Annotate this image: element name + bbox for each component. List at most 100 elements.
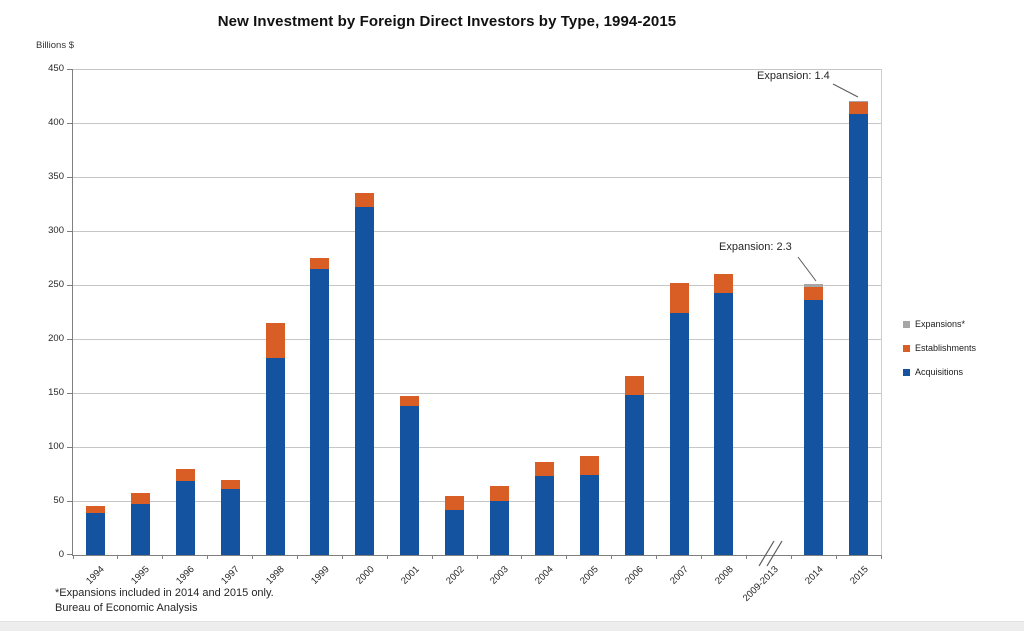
legend-label: Acquisitions bbox=[915, 367, 964, 377]
y-tick-label-350: 350 bbox=[48, 171, 64, 182]
gridline-250 bbox=[73, 285, 881, 286]
bar-2015-acquisitions bbox=[849, 114, 869, 555]
y-tickmark-350 bbox=[67, 177, 73, 178]
bar-2002-establishments bbox=[445, 496, 465, 511]
y-tick-label-250: 250 bbox=[48, 279, 64, 290]
x-tick-label-2015: 2015 bbox=[847, 564, 871, 587]
gridline-200 bbox=[73, 339, 881, 340]
bar-2014-acquisitions bbox=[804, 299, 824, 555]
x-tick-label-2000: 2000 bbox=[353, 564, 377, 587]
bar-2007-establishments bbox=[669, 282, 689, 314]
footnote-source: Bureau of Economic Analysis bbox=[55, 602, 198, 614]
bar-1997-acquisitions bbox=[220, 489, 240, 555]
y-tick-label-50: 50 bbox=[53, 495, 64, 506]
x-tick-label-2014: 2014 bbox=[802, 564, 826, 587]
bar-2004-establishments bbox=[534, 461, 554, 476]
y-tick-label-400: 400 bbox=[48, 117, 64, 128]
bar-1996-acquisitions bbox=[175, 480, 195, 555]
x-tick-label-2008: 2008 bbox=[712, 564, 736, 587]
bar-1997-establishments bbox=[220, 479, 240, 490]
bar-1999-establishments bbox=[310, 258, 330, 269]
gridline-350 bbox=[73, 177, 881, 178]
x-tickmark-5 bbox=[296, 555, 298, 559]
gridline-400 bbox=[73, 123, 881, 124]
legend-label: Expansions* bbox=[915, 319, 966, 329]
bar-2003-acquisitions bbox=[489, 501, 509, 555]
bar-2003-establishments bbox=[489, 486, 509, 501]
y-tickmark-200 bbox=[67, 339, 73, 340]
x-tick-label-1998: 1998 bbox=[264, 564, 287, 587]
bar-2015-establishments bbox=[849, 102, 869, 115]
bar-1995-acquisitions bbox=[130, 503, 150, 555]
bar-2014-establishments bbox=[804, 286, 824, 300]
gridline-300 bbox=[73, 231, 881, 232]
annotation-expansion-2014: Expansion: 2.3 bbox=[719, 241, 792, 253]
x-tick-label-2005: 2005 bbox=[578, 564, 601, 587]
bar-2008-establishments bbox=[714, 273, 734, 294]
gridline-50 bbox=[73, 501, 881, 502]
bar-1995-establishments bbox=[130, 493, 150, 504]
footnote-expansions: *Expansions included in 2014 and 2015 on… bbox=[55, 587, 274, 599]
bar-1999-acquisitions bbox=[310, 268, 330, 555]
bar-1996-establishments bbox=[175, 468, 195, 481]
x-tick-label-2006: 2006 bbox=[623, 564, 646, 587]
gridline-450 bbox=[73, 69, 881, 70]
x-tickmark-10 bbox=[521, 555, 523, 559]
bar-2007-acquisitions bbox=[669, 313, 689, 555]
y-tick-label-300: 300 bbox=[48, 225, 64, 236]
bar-2001-establishments bbox=[400, 396, 420, 406]
y-tickmark-50 bbox=[67, 501, 73, 502]
annotation-expansion-2015: Expansion: 1.4 bbox=[757, 70, 830, 82]
x-tickmark-11 bbox=[566, 555, 568, 559]
gridline-100 bbox=[73, 447, 881, 448]
x-tickmark-7 bbox=[386, 555, 388, 559]
footnotes: *Expansions included in 2014 and 2015 on… bbox=[55, 586, 274, 616]
x-tickmark-4 bbox=[252, 555, 254, 559]
x-tick-label-2003: 2003 bbox=[488, 564, 512, 587]
x-tickmark-15 bbox=[745, 555, 747, 559]
bar-2015-expansions bbox=[849, 100, 869, 103]
legend-item-expansions: Expansions* bbox=[903, 319, 976, 329]
x-tick-label-2007: 2007 bbox=[668, 564, 691, 587]
plot-area bbox=[67, 69, 882, 559]
bar-2006-establishments bbox=[624, 376, 644, 396]
x-tick-label-2002: 2002 bbox=[443, 564, 467, 587]
legend-item-acquisitions: Acquisitions bbox=[903, 367, 976, 377]
bar-2000-establishments bbox=[355, 192, 375, 207]
bar-2014-expansions bbox=[804, 284, 824, 287]
bar-2008-acquisitions bbox=[714, 293, 734, 555]
bar-2000-acquisitions bbox=[355, 206, 375, 555]
x-tickmark-9 bbox=[476, 555, 478, 559]
bar-2006-acquisitions bbox=[624, 395, 644, 555]
x-tickmark-8 bbox=[431, 555, 433, 559]
bar-2001-acquisitions bbox=[400, 405, 420, 555]
bar-2005-acquisitions bbox=[579, 474, 599, 555]
legend-item-establishments: Establishments bbox=[903, 343, 976, 353]
x-tickmark-3 bbox=[207, 555, 209, 559]
y-tickmark-450 bbox=[67, 69, 73, 70]
legend-swatch-icon bbox=[903, 368, 910, 376]
y-tickmark-0 bbox=[67, 554, 73, 555]
x-tickmark-2 bbox=[162, 555, 164, 559]
y-tick-label-150: 150 bbox=[48, 387, 64, 398]
x-tickmark-17 bbox=[835, 555, 837, 559]
y-tickmark-400 bbox=[67, 123, 73, 124]
x-tick-label-2004: 2004 bbox=[533, 564, 557, 587]
x-tickmark-12 bbox=[611, 555, 613, 559]
x-tickmark-6 bbox=[341, 555, 343, 559]
y-tick-label-450: 450 bbox=[48, 63, 64, 74]
legend-swatch-icon bbox=[903, 344, 910, 352]
y-tickmark-150 bbox=[67, 393, 73, 394]
bar-2005-establishments bbox=[579, 456, 599, 475]
legend-swatch-icon bbox=[903, 320, 910, 328]
bar-1994-acquisitions bbox=[85, 513, 105, 555]
gridline-150 bbox=[73, 393, 881, 394]
x-tickmark-13 bbox=[656, 555, 658, 559]
bar-1994-establishments bbox=[85, 505, 105, 514]
x-tickmark-0 bbox=[72, 555, 74, 559]
y-axis-unit-label: Billions $ bbox=[36, 40, 75, 51]
bar-1998-establishments bbox=[265, 322, 285, 358]
x-tick-label-2009-2013: 2009-2013 bbox=[740, 564, 781, 604]
x-tick-label-1995: 1995 bbox=[129, 564, 153, 587]
